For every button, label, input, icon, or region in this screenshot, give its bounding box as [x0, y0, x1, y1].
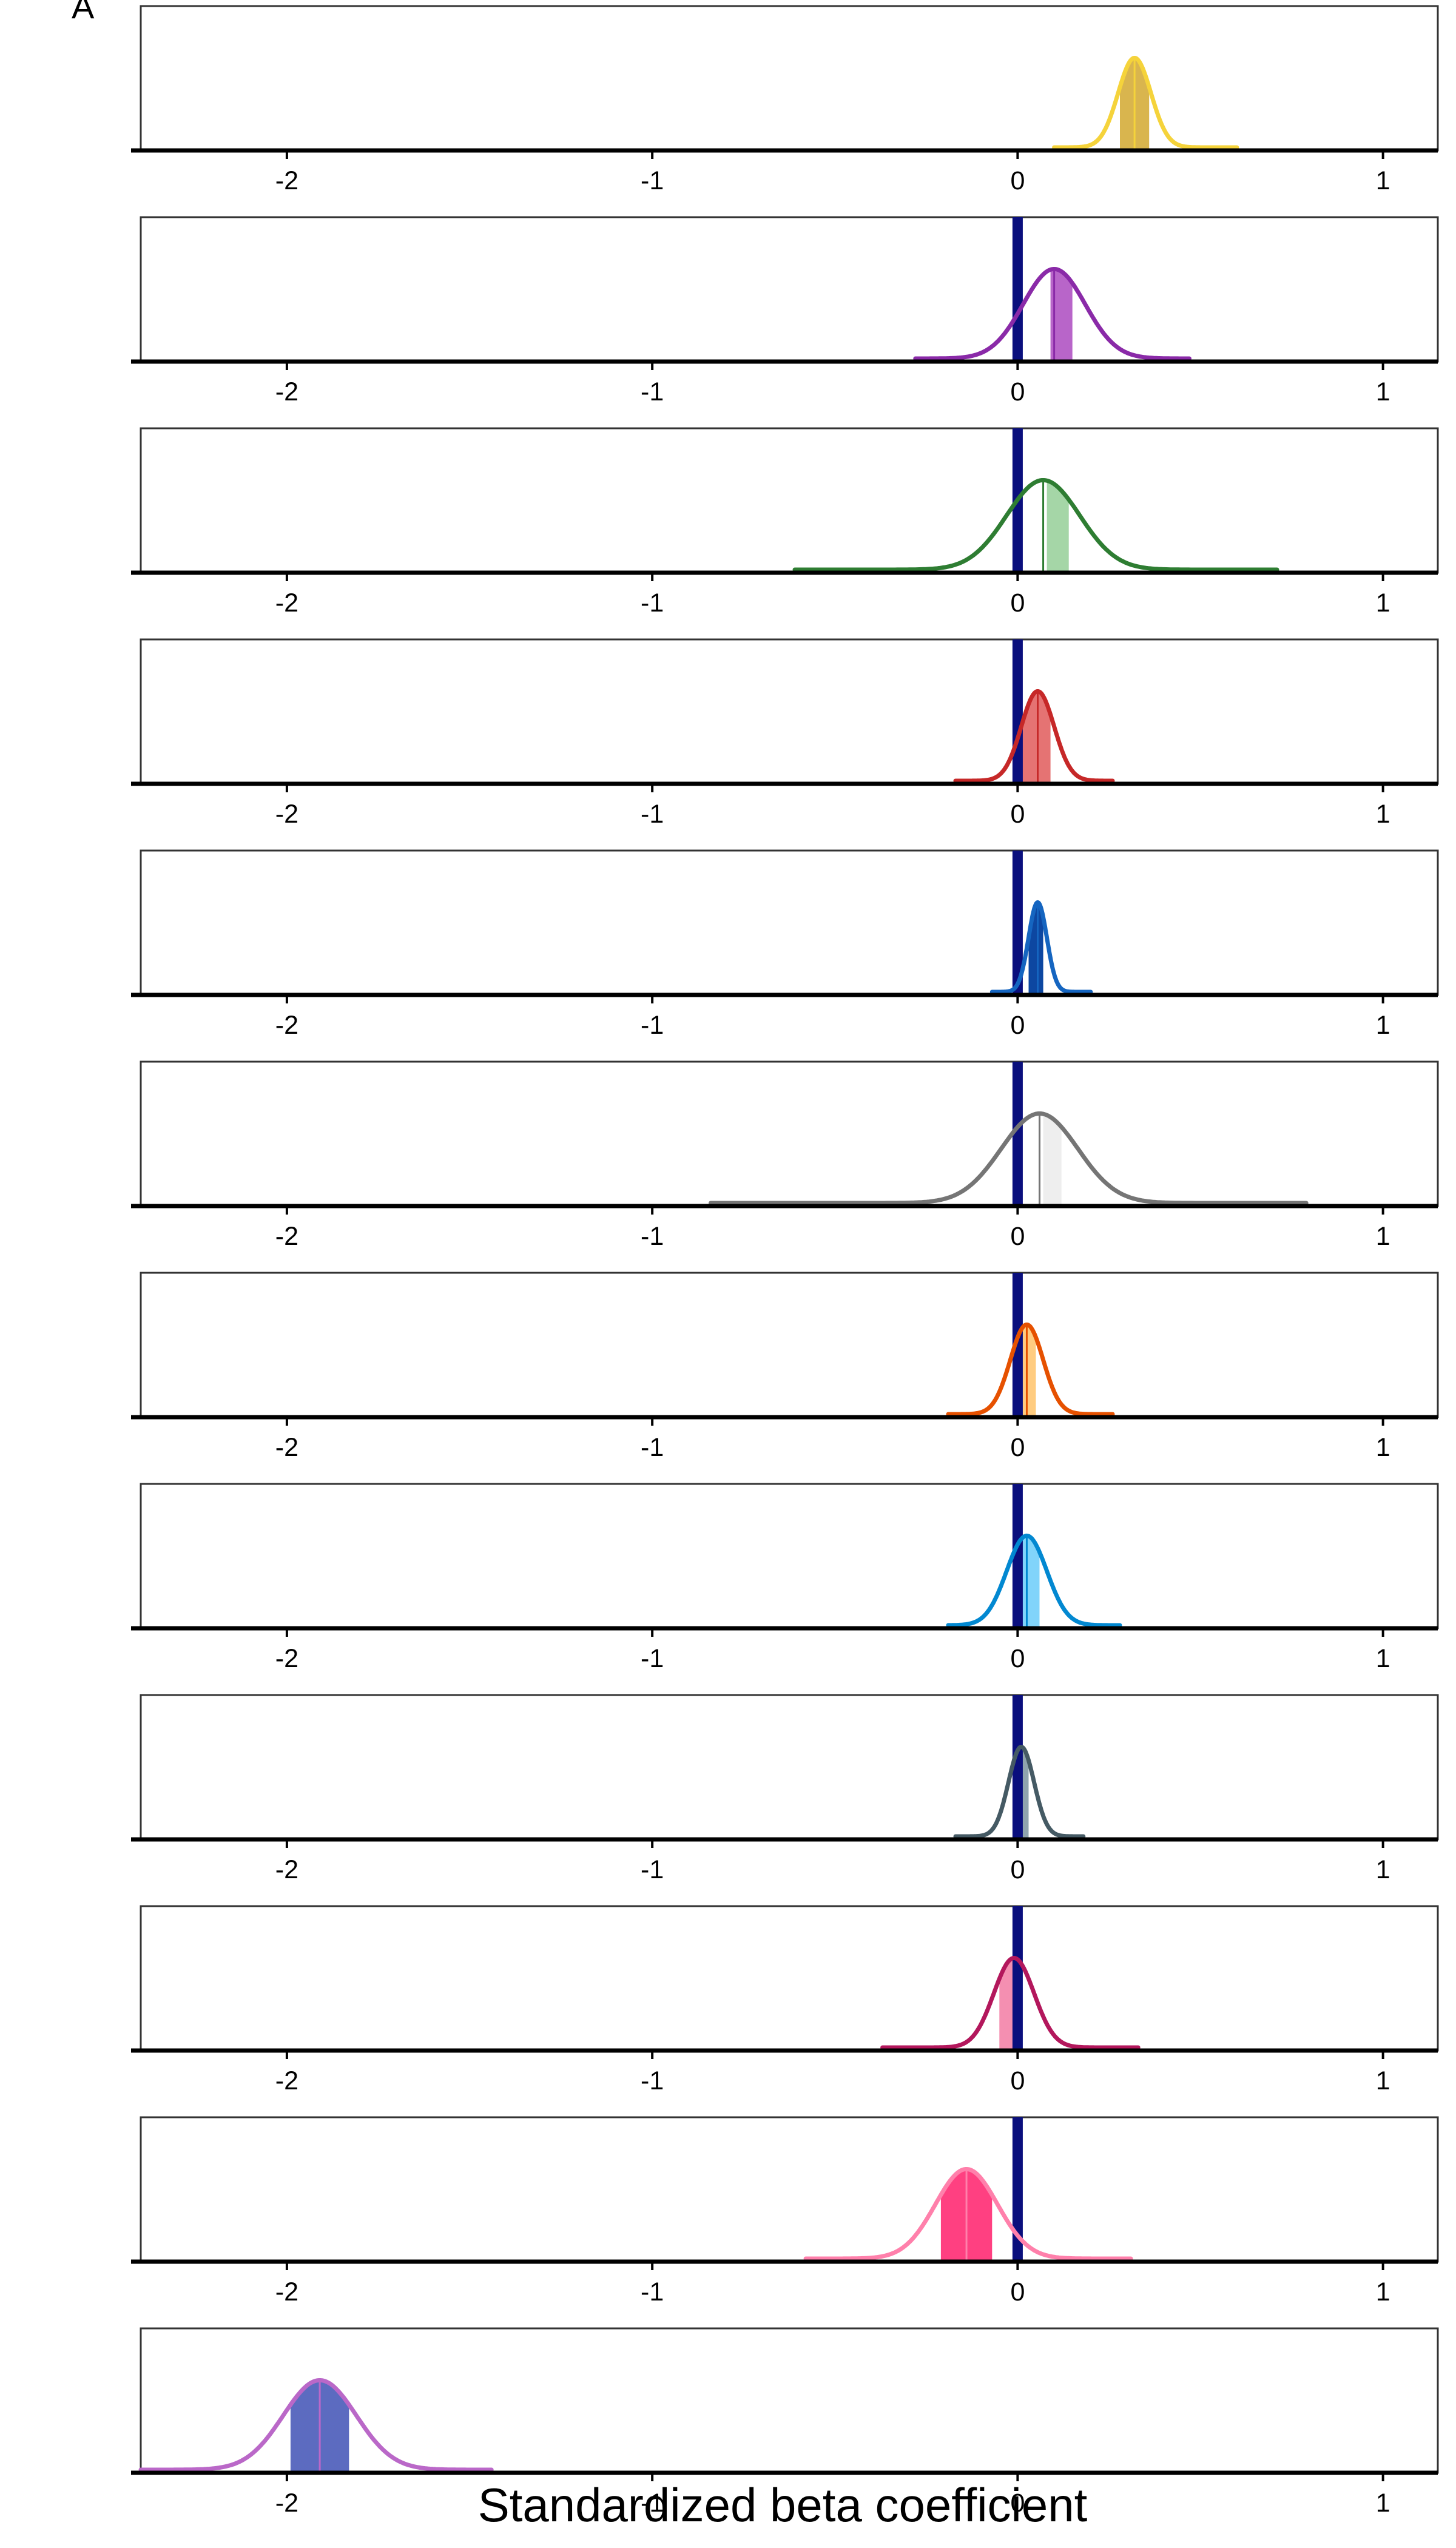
credible-interval-area	[1021, 1535, 1040, 1626]
panel-frame	[140, 5, 1439, 152]
x-tick-label: 0	[1010, 1222, 1025, 1251]
x-tick-label: 0	[1010, 1433, 1025, 1462]
x-tick-label: 1	[1376, 2277, 1390, 2307]
x-tick-label: 1	[1376, 2489, 1390, 2518]
panel-frame	[140, 2327, 1439, 2474]
x-tick-label: -1	[641, 1855, 664, 1884]
x-axis-title: Standardized beta coefficient	[478, 2478, 1088, 2532]
x-tick-label: 1	[1376, 1011, 1390, 1040]
x-tick-label: 1	[1376, 1644, 1390, 1673]
x-tick-label: -1	[641, 1011, 664, 1040]
x-tick-label: -2	[275, 2489, 298, 2518]
density-panel-12: -2 -1 0 1	[131, 2327, 1439, 2518]
panel-label: A	[72, 0, 95, 25]
density-curve	[138, 2378, 494, 2472]
panel-frame	[140, 216, 1439, 363]
credible-interval-area	[1043, 1114, 1062, 1204]
density-panel-1: -2 -1 0 1	[131, 5, 1439, 195]
x-tick-label: -2	[275, 1855, 298, 1884]
x-tick-label: 0	[1010, 1855, 1025, 1884]
credible-interval-area	[1021, 691, 1051, 782]
x-tick-label: -2	[275, 166, 298, 195]
x-tick-label: -1	[641, 800, 664, 829]
x-tick-label: -1	[641, 2489, 664, 2518]
x-tick-label: -2	[275, 588, 298, 618]
x-tick-label: 0	[1010, 166, 1025, 195]
x-tick-label: -1	[641, 1644, 664, 1673]
panel-frame	[140, 1272, 1439, 1418]
x-tick-label: -1	[641, 166, 664, 195]
panel-frame	[140, 2116, 1439, 2263]
x-tick-label: 0	[1010, 377, 1025, 406]
density-curve	[1052, 56, 1239, 150]
density-panels: -2 -1 0 1 -2 -1 0 1 -2 -1 0 1 -2 -1 0 1 -2 -1 0 1 -2 -1 0 1 -2 -1…	[131, 5, 1439, 2518]
x-tick-label: -2	[275, 1644, 298, 1673]
density-panel-6: -2 -1 0 1	[131, 1060, 1439, 1251]
x-tick-label: 1	[1376, 1855, 1390, 1884]
x-tick-label: -1	[641, 2066, 664, 2095]
density-curve	[953, 1745, 1086, 1839]
x-tick-label: -1	[641, 588, 664, 618]
x-tick-label: 1	[1376, 588, 1390, 618]
x-tick-label: -2	[275, 2277, 298, 2307]
x-tick-label: -1	[641, 377, 664, 406]
panel-frame	[140, 1694, 1439, 1841]
panel-frame	[140, 1060, 1439, 1207]
credible-interval-area	[1050, 269, 1073, 360]
density-curve	[792, 478, 1279, 572]
density-panel-7: -2 -1 0 1	[131, 1272, 1439, 1462]
density-panel-3: -2 -1 0 1	[131, 427, 1439, 618]
credible-interval-area	[1021, 1324, 1036, 1415]
panel-frame	[140, 638, 1439, 785]
x-tick-label: -2	[275, 377, 298, 406]
x-tick-label: 0	[1010, 588, 1025, 618]
x-tick-label: 1	[1376, 1433, 1390, 1462]
panel-frame	[140, 1905, 1439, 2052]
x-tick-label: 0	[1010, 1644, 1025, 1673]
x-tick-label: 0	[1010, 2066, 1025, 2095]
x-tick-label: 1	[1376, 2066, 1390, 2095]
density-curve	[946, 1533, 1122, 1628]
panel-frame	[140, 1483, 1439, 1630]
density-curve	[709, 1111, 1309, 1205]
panel-frame	[140, 849, 1439, 996]
density-panel-8: -2 -1 0 1	[131, 1483, 1439, 1673]
x-tick-label: -2	[275, 2066, 298, 2095]
x-tick-label: -1	[641, 1222, 664, 1251]
density-curve	[913, 267, 1191, 361]
x-tick-label: -2	[275, 800, 298, 829]
x-tick-label: 1	[1376, 800, 1390, 829]
x-tick-label: 1	[1376, 377, 1390, 406]
panel-frame	[140, 427, 1439, 574]
density-panel-9: -2 -1 0 1	[131, 1694, 1439, 1884]
x-tick-label: 0	[1010, 2489, 1025, 2518]
density-curve	[946, 1323, 1115, 1417]
credible-interval-area	[1046, 480, 1069, 571]
density-panel-4: -2 -1 0 1	[131, 638, 1439, 829]
x-tick-label: 0	[1010, 1011, 1025, 1040]
density-panel-10: -2 -1 0 1	[131, 1905, 1439, 2095]
density-curve	[880, 1956, 1141, 2050]
x-tick-label: -2	[275, 1433, 298, 1462]
density-curve	[989, 900, 1093, 994]
x-tick-label: -2	[275, 1222, 298, 1251]
density-panel-11: -2 -1 0 1	[131, 2116, 1439, 2307]
x-tick-label: -1	[641, 2277, 664, 2307]
density-curve	[803, 2167, 1133, 2261]
density-panel-2: -2 -1 0 1	[131, 216, 1439, 406]
x-tick-label: -2	[275, 1011, 298, 1040]
x-tick-label: 0	[1010, 2277, 1025, 2307]
density-curve	[953, 689, 1115, 783]
x-tick-label: 1	[1376, 166, 1390, 195]
x-tick-label: -1	[641, 1433, 664, 1462]
x-tick-label: 1	[1376, 1222, 1390, 1251]
density-panel-5: -2 -1 0 1	[131, 849, 1439, 1040]
x-tick-label: 0	[1010, 800, 1025, 829]
